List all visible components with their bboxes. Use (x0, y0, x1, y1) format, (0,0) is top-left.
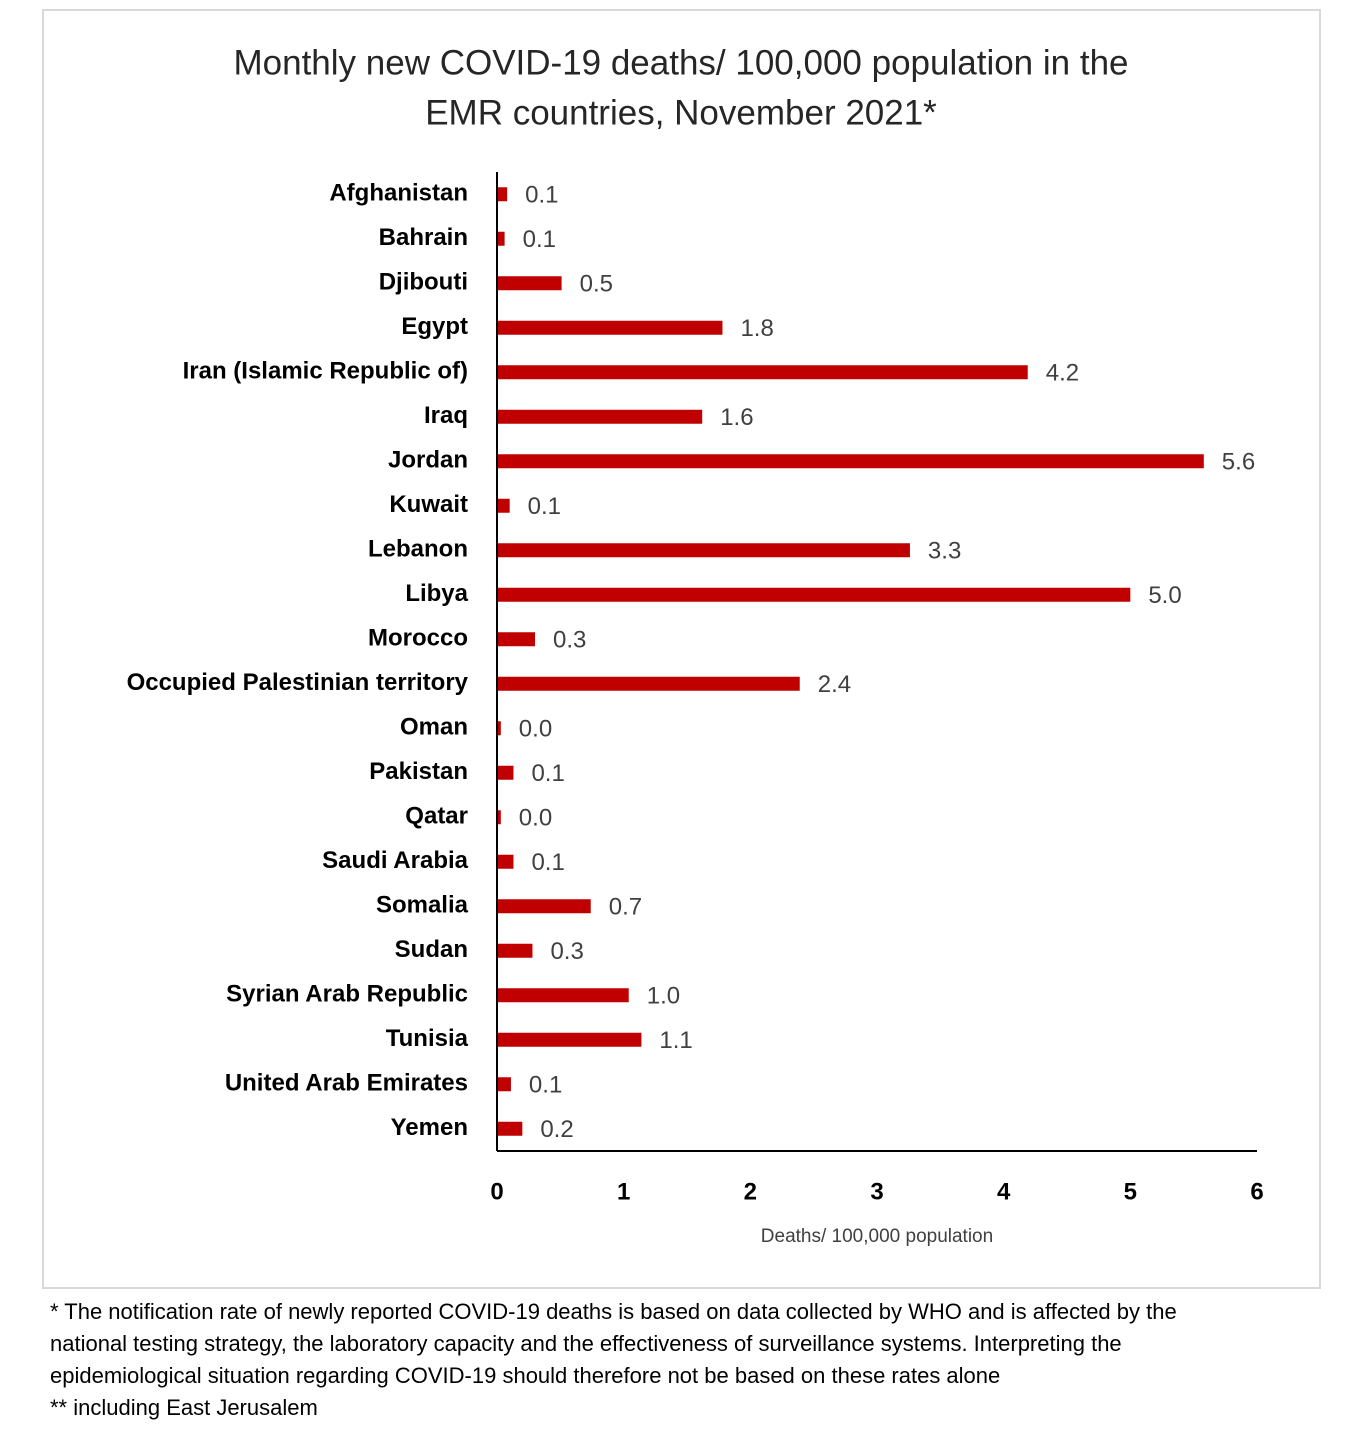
chart-title: Monthly new COVID-19 deaths/ 100,000 pop… (233, 43, 1128, 82)
y-tick-label: Morocco (368, 625, 468, 652)
bar (497, 187, 508, 202)
bar (497, 721, 501, 736)
bar (497, 943, 533, 958)
bar (497, 365, 1028, 380)
y-tick-label: Iran (Islamic Republic of) (183, 358, 468, 385)
footnote: * The notification rate of newly reporte… (50, 1299, 1177, 1324)
bar (497, 543, 910, 558)
y-tick-label: Iraq (424, 402, 468, 429)
bar (497, 854, 514, 869)
y-tick-label: Lebanon (368, 536, 468, 563)
value-label: 0.1 (525, 182, 558, 209)
value-label: 0.0 (519, 716, 552, 743)
value-label: 1.0 (647, 983, 680, 1010)
chart-frame (42, 9, 1321, 1289)
x-tick-label: 2 (744, 1178, 757, 1205)
y-tick-label: Djibouti (379, 269, 468, 296)
y-tick-label: Saudi Arabia (322, 847, 468, 874)
y-tick-label: Pakistan (369, 758, 468, 785)
value-label: 1.8 (740, 315, 773, 342)
value-label: 1.1 (659, 1027, 692, 1054)
bar (497, 454, 1204, 469)
value-label: 0.0 (519, 805, 552, 832)
value-label: 2.4 (818, 671, 851, 698)
y-tick-label: Tunisia (386, 1025, 469, 1052)
y-tick-label: Yemen (391, 1114, 468, 1141)
value-label: 0.7 (609, 894, 642, 921)
x-tick-label: 6 (1250, 1178, 1263, 1205)
y-tick-label: Bahrain (379, 224, 468, 251)
bar (497, 1032, 642, 1047)
bar (497, 676, 800, 691)
value-label: 0.2 (540, 1116, 573, 1143)
value-label: 1.6 (720, 404, 753, 431)
bar (497, 276, 562, 291)
y-tick-label: Sudan (395, 936, 468, 963)
bar (497, 765, 514, 780)
bar (497, 988, 629, 1003)
value-label: 5.6 (1222, 449, 1255, 476)
value-label: 5.0 (1148, 582, 1181, 609)
y-tick-label: Egypt (401, 313, 468, 340)
value-label: 0.5 (580, 271, 613, 298)
bar (497, 409, 703, 424)
footnote: epidemiological situation regarding COVI… (50, 1363, 1001, 1388)
value-label: 0.1 (529, 1072, 562, 1099)
y-tick-label: Oman (400, 714, 468, 741)
y-tick-label: Afghanistan (329, 180, 468, 207)
y-tick-label: Syrian Arab Republic (226, 981, 468, 1008)
bar (497, 498, 510, 513)
bar (497, 231, 505, 246)
bar (497, 810, 501, 825)
bar (497, 1121, 523, 1136)
bar (497, 320, 723, 335)
chart: Monthly new COVID-19 deaths/ 100,000 pop… (42, 9, 1321, 1289)
x-tick-label: 3 (870, 1178, 883, 1205)
y-tick-label: Kuwait (389, 491, 468, 518)
bar (497, 632, 535, 647)
footnote: national testing strategy, the laborator… (50, 1331, 1122, 1356)
footnote: ** including East Jerusalem (50, 1395, 318, 1420)
value-label: 3.3 (928, 538, 961, 565)
y-tick-label: Occupied Palestinian territory (127, 669, 469, 696)
y-tick-label: United Arab Emirates (225, 1070, 468, 1097)
value-label: 0.1 (523, 226, 556, 253)
value-label: 4.2 (1046, 360, 1079, 387)
x-tick-label: 0 (490, 1178, 503, 1205)
value-label: 0.1 (531, 760, 564, 787)
x-axis-title: Deaths/ 100,000 population (761, 1226, 993, 1247)
x-tick-label: 1 (617, 1178, 630, 1205)
x-tick-label: 4 (997, 1178, 1011, 1205)
value-label: 0.3 (550, 938, 583, 965)
value-label: 0.3 (553, 627, 586, 654)
footnotes: * The notification rate of newly reporte… (50, 1296, 1340, 1424)
bar (497, 587, 1131, 602)
y-tick-label: Somalia (376, 892, 469, 919)
y-tick-label: Jordan (388, 447, 468, 474)
bar (497, 899, 591, 914)
y-tick-label: Qatar (405, 803, 468, 830)
bar (497, 1077, 511, 1092)
value-label: 0.1 (531, 849, 564, 876)
x-tick-label: 5 (1124, 1178, 1137, 1205)
value-label: 0.1 (528, 493, 561, 520)
chart-title: EMR countries, November 2021* (425, 93, 937, 132)
y-tick-label: Libya (405, 580, 468, 607)
